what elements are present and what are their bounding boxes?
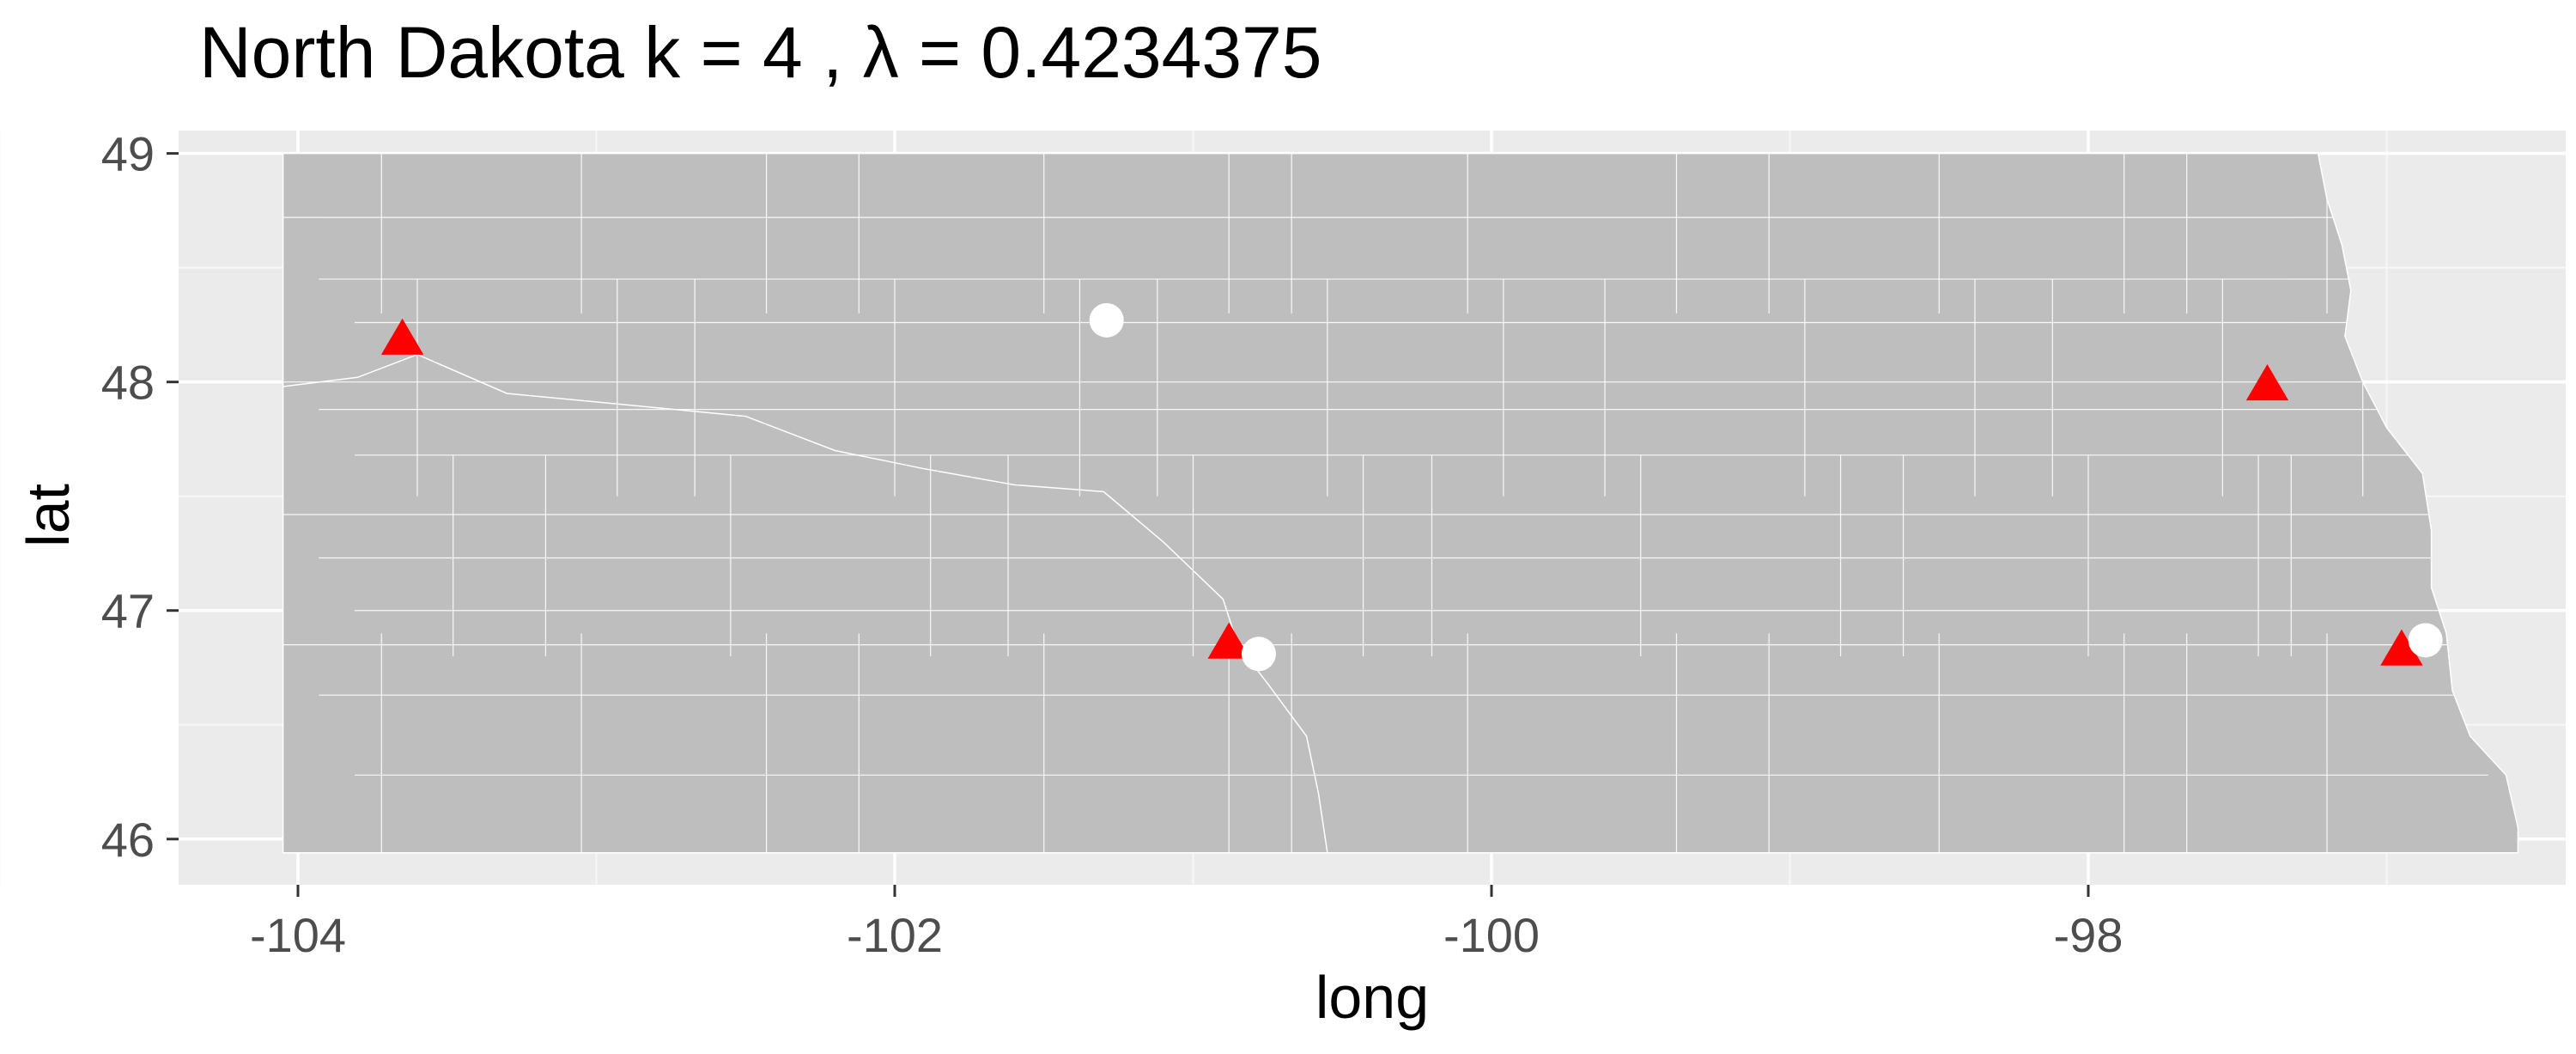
circle-marker [2408, 623, 2443, 658]
triangle-marker [1207, 622, 1250, 659]
county-boundaries [283, 153, 2518, 853]
y-axis-title: lat [15, 484, 82, 547]
location-markers [380, 302, 2443, 672]
x-tick-label: -104 [250, 908, 346, 962]
x-tick-label: -102 [847, 908, 943, 962]
x-tick-label: -100 [1443, 908, 1540, 962]
triangle-marker [2380, 629, 2423, 666]
y-tick-label: 47 [101, 584, 155, 638]
triangle-marker [2245, 364, 2289, 401]
x-tick-label: -98 [2054, 908, 2123, 962]
x-axis: -104 -102 -100 -98 [250, 885, 2123, 962]
x-axis-title: long [1315, 964, 1429, 1031]
circle-marker [1089, 302, 1124, 338]
state-shape [282, 152, 2519, 854]
y-axis: 46 47 48 49 [101, 127, 179, 867]
north-dakota-state-map [282, 152, 2519, 854]
triangle-marker [380, 318, 424, 355]
y-tick-label: 49 [101, 127, 155, 181]
y-tick-label: 46 [101, 813, 155, 867]
plot-title: North Dakota k = 4 , λ = 0.4234375 [199, 12, 1322, 93]
river-line [283, 353, 1328, 853]
circle-marker [1241, 637, 1276, 672]
y-tick-label: 48 [101, 356, 155, 410]
